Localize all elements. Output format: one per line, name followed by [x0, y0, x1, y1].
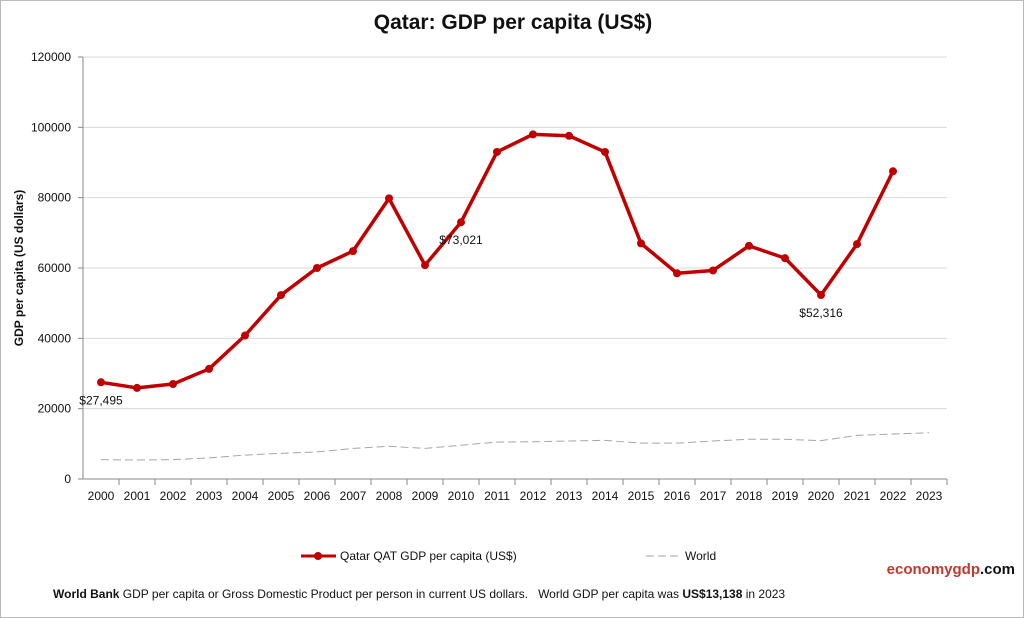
y-tick-label: 100000 — [31, 120, 71, 134]
x-tick-label: 2005 — [268, 489, 295, 503]
y-tick-label: 40000 — [38, 331, 72, 345]
legend-dot — [314, 552, 322, 560]
x-tick-label: 2012 — [520, 489, 547, 503]
x-tick-label: 2014 — [592, 489, 619, 503]
data-point — [493, 147, 501, 156]
data-point — [349, 247, 357, 256]
data-point — [853, 240, 861, 249]
data-point — [673, 269, 681, 278]
series-line — [100, 132, 895, 390]
data-point — [745, 241, 753, 250]
x-tick-label: 2001 — [124, 489, 151, 503]
x-tick-label: 2022 — [880, 489, 907, 503]
x-tick-label: 2019 — [772, 489, 799, 503]
data-point — [457, 218, 465, 227]
data-point — [97, 378, 105, 387]
x-tick-label: 2009 — [412, 489, 439, 503]
data-label: $52,316 — [799, 306, 843, 320]
data-point — [169, 380, 177, 389]
y-tick-label: 80000 — [38, 191, 72, 205]
x-tick-label: 2010 — [448, 489, 475, 503]
brand: economygdp.com — [887, 561, 1015, 578]
footer: World Bank GDP per capita or Gross Domes… — [53, 587, 785, 601]
x-tick-label: 2011 — [484, 489, 510, 503]
x-tick-label: 2017 — [700, 489, 727, 503]
data-point — [709, 266, 717, 275]
footer-source: World Bank — [53, 587, 120, 601]
footer-highlight: US$13,138 — [682, 587, 742, 601]
x-tick-label: 2004 — [232, 489, 259, 503]
data-point — [781, 254, 789, 263]
data-point — [313, 264, 321, 272]
data-point — [601, 147, 609, 156]
data-label: $27,495 — [79, 393, 123, 407]
data-point — [637, 239, 645, 248]
footer-text: GDP per capita or Gross Domestic Product… — [119, 587, 682, 601]
chart-title: Qatar: GDP per capita (US$) — [374, 11, 653, 34]
data-point — [817, 291, 825, 300]
legend-label: World — [685, 549, 716, 563]
legend-label: Qatar QAT GDP per capita (US$) — [340, 549, 517, 563]
x-tick-label: 2015 — [628, 489, 655, 503]
y-tick-label: 60000 — [38, 261, 72, 275]
x-tick-label: 2007 — [340, 489, 367, 503]
data-point — [889, 167, 897, 176]
y-tick-label: 120000 — [31, 50, 71, 64]
data-label: $73,021 — [439, 233, 483, 247]
footer-end: in 2023 — [742, 587, 785, 601]
y-tick-label: 20000 — [38, 402, 72, 416]
series-line — [100, 432, 930, 461]
x-tick-label: 2006 — [304, 489, 331, 503]
brand-suffix: .com — [980, 561, 1015, 578]
x-tick-label: 2002 — [160, 489, 187, 503]
x-tick-label: 2000 — [88, 489, 115, 503]
x-tick-label: 2016 — [664, 489, 691, 503]
x-tick-label: 2023 — [916, 489, 943, 503]
data-point — [565, 131, 573, 140]
data-point — [529, 130, 537, 139]
brand-name: economygdp — [887, 561, 980, 578]
y-axis-label: GDP per capita (US dollars) — [12, 190, 26, 347]
x-tick-label: 2021 — [844, 489, 871, 503]
data-point — [385, 194, 393, 203]
y-tick-label: 0 — [64, 472, 71, 486]
data-point — [277, 291, 285, 300]
x-tick-label: 2018 — [736, 489, 763, 503]
data-point — [241, 331, 249, 340]
x-tick-label: 2003 — [196, 489, 223, 503]
data-point — [421, 261, 429, 270]
x-tick-label: 2013 — [556, 489, 583, 503]
data-point — [205, 364, 213, 373]
data-point — [133, 383, 141, 392]
x-tick-label: 2020 — [808, 489, 835, 503]
x-tick-label: 2008 — [376, 489, 403, 503]
